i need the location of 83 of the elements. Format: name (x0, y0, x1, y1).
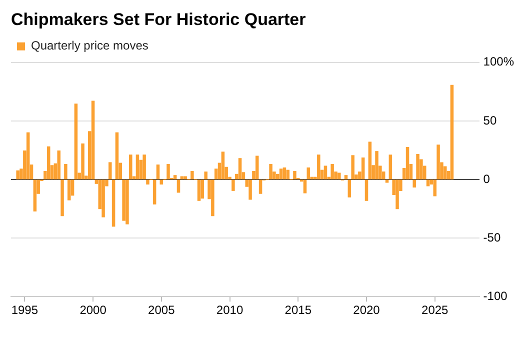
bar (142, 154, 146, 180)
bar (115, 132, 119, 180)
bar (46, 146, 50, 180)
bar (258, 180, 262, 194)
bar (238, 158, 242, 180)
bar (64, 164, 68, 180)
bar (176, 180, 180, 193)
bar (81, 143, 84, 180)
y-tick-label: 100% (483, 54, 514, 69)
bar (388, 154, 392, 180)
bar (348, 180, 352, 198)
bar (129, 154, 132, 180)
bar (436, 144, 440, 180)
bar (279, 168, 283, 180)
bar (67, 180, 71, 200)
bar (160, 180, 164, 185)
bar (16, 170, 20, 180)
bar (351, 155, 354, 180)
bar (255, 156, 259, 180)
bar (306, 167, 310, 180)
bar (74, 104, 78, 180)
bar (412, 180, 416, 188)
bar (91, 100, 95, 180)
bar (108, 162, 112, 180)
bar (282, 167, 286, 180)
bar (112, 180, 116, 227)
bar (180, 176, 184, 180)
bar (197, 180, 201, 201)
x-tick-label: 2000 (80, 303, 107, 318)
bar (361, 158, 365, 180)
bar (433, 180, 436, 196)
bar (303, 180, 307, 194)
bar (338, 172, 341, 180)
chart-title: Chipmakers Set For Historic Quarter (11, 10, 306, 29)
bar (364, 180, 368, 201)
bar (330, 164, 334, 180)
bar (248, 180, 252, 200)
bar (443, 166, 447, 180)
x-tick-label: 2025 (422, 303, 449, 318)
bar (152, 180, 156, 204)
bar (269, 164, 272, 180)
bar (57, 150, 60, 180)
bar (122, 180, 126, 221)
bar (166, 164, 170, 180)
y-tick-label: 0 (483, 172, 490, 186)
bar (200, 180, 204, 199)
y-tick-label: 50 (483, 113, 497, 128)
bar (26, 132, 30, 180)
bar (406, 146, 410, 180)
x-tick-label: 1995 (11, 303, 38, 318)
y-tick-label: -50 (483, 230, 501, 244)
y-tick-label: -100 (483, 288, 508, 303)
bar (204, 172, 208, 180)
bar (211, 180, 214, 216)
bar (385, 180, 389, 183)
bar (375, 151, 378, 180)
bar (293, 170, 296, 180)
bar (416, 154, 420, 180)
bar (286, 170, 290, 180)
bar (324, 166, 328, 180)
x-tick-label: 2010 (216, 303, 244, 318)
bar (184, 176, 187, 180)
bar (190, 170, 194, 180)
bar (60, 180, 64, 216)
bar (396, 180, 399, 210)
x-tick-label: 2020 (353, 303, 380, 318)
x-tick-label: 2015 (284, 303, 312, 318)
bar (317, 154, 320, 180)
bar (136, 154, 140, 180)
bar (146, 180, 150, 185)
legend-label: Quarterly price moves (31, 38, 148, 53)
bar (232, 180, 235, 191)
bar (102, 180, 105, 218)
bar (33, 180, 37, 212)
bar (156, 164, 160, 180)
bar (426, 180, 430, 186)
bar (221, 152, 225, 180)
bar (126, 180, 129, 224)
bar (450, 84, 454, 180)
bar (368, 142, 372, 180)
bar (344, 175, 348, 180)
bar (173, 175, 177, 180)
x-tick-label: 2005 (148, 303, 176, 318)
